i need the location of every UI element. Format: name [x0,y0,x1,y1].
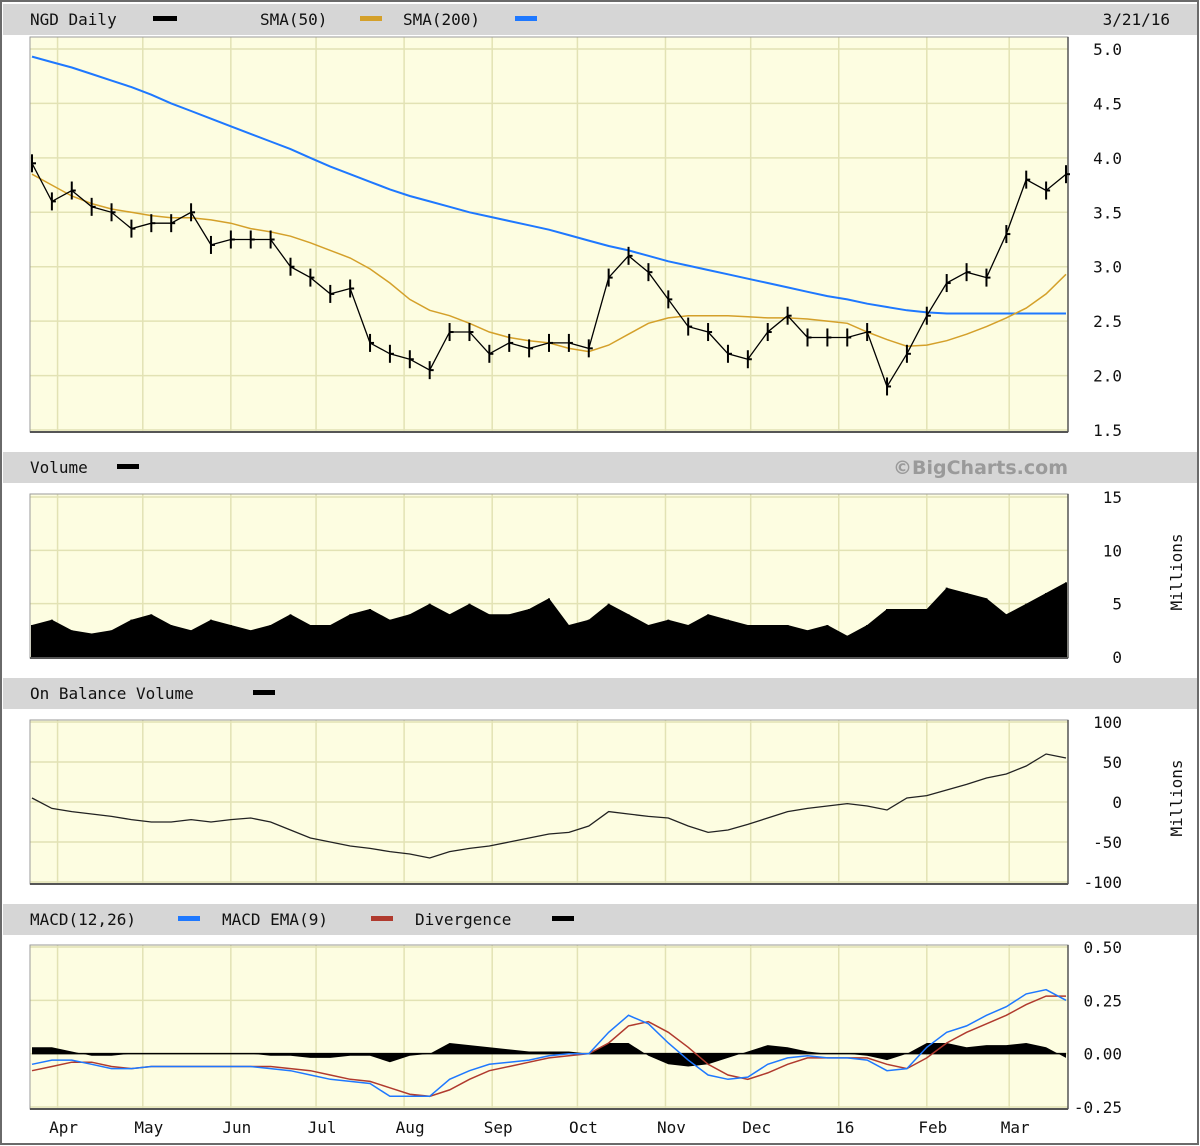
volume-panel: 15 10 5 0 [29,488,1122,667]
price-y-tick-label: 2.0 [1093,367,1122,386]
x-tick-label: Sep [484,1118,513,1137]
x-tick-label: Aug [396,1118,425,1137]
obv-legend-swatch [253,690,275,695]
x-tick-label: Feb [918,1118,947,1137]
symbol-label: NGD Daily [30,10,117,29]
chart-date: 3/21/16 [1103,10,1170,29]
x-tick-label: Dec [742,1118,771,1137]
price-plot-area [30,37,1068,432]
volume-units: Millions [1167,533,1186,610]
sma200-label: SMA(200) [403,10,480,29]
price-y-tick-label: 3.5 [1093,203,1122,222]
price-header-strip [3,4,1197,35]
price-y-tick-label: 1.5 [1093,421,1122,440]
price-y-tick-label: 2.5 [1093,312,1122,331]
x-tick-label: Jun [222,1118,251,1137]
x-tick-label: 16 [835,1118,854,1137]
watermark: ©BigCharts.com [893,457,1068,479]
price-y-tick-label: 5.0 [1093,40,1122,59]
obv-line [31,753,1067,859]
x-tick-label: Jul [308,1118,337,1137]
sma50-legend-swatch [360,16,382,21]
sma50-label: SMA(50) [260,10,327,29]
volume-header-strip [3,452,1197,483]
macd-header-strip [3,904,1197,935]
sma200-legend-swatch [515,16,537,21]
price-panel: 5.0 4.5 4.0 3.5 3.0 2.5 2.0 1.5 [29,36,1122,440]
x-tick-label: Nov [657,1118,686,1137]
macd-ema-legend-swatch [371,916,393,921]
x-tick-label: May [134,1118,163,1137]
macd-line [31,988,1067,1098]
volume-label: Volume [30,458,88,477]
obv-units: Millions [1167,759,1186,836]
volume-y-tick-label: 5 [1112,595,1122,614]
sma200-line [31,55,1066,315]
price-legend-swatch [153,16,177,21]
price-y-tick-label: 4.5 [1093,94,1122,113]
macd-y-tick-label: 0.25 [1083,991,1122,1010]
obv-label: On Balance Volume [30,684,194,703]
obv-y-tick-label: -50 [1093,833,1122,852]
macd-plot-area [30,945,1068,1109]
obv-y-tick-label: 50 [1103,753,1122,772]
macd-ema-label: MACD EMA(9) [222,910,328,929]
price-y-tick-label: 3.0 [1093,258,1122,277]
macd-label: MACD(12,26) [30,910,136,929]
x-tick-label: Apr [49,1118,78,1137]
obv-y-tick-label: -100 [1083,873,1122,892]
obv-y-tick-label: 100 [1093,713,1122,732]
macd-panel: 0.50 0.25 0.00 -0.25 [29,938,1122,1117]
obv-y-tick-label: 0 [1112,793,1122,812]
macd-legend-swatch [178,916,200,921]
macd-y-tick-label: 0.50 [1083,938,1122,957]
price-y-tick-label: 4.0 [1093,149,1122,168]
macd-y-tick-label: 0.00 [1083,1045,1122,1064]
volume-y-tick-label: 15 [1103,488,1122,507]
volume-y-tick-label: 0 [1112,648,1122,667]
macd-y-tick-label: -0.25 [1074,1098,1122,1117]
divergence-legend-swatch [552,916,574,921]
volume-legend-swatch [117,464,139,469]
plot-layers: 5.04.54.03.53.02.52.01.5151050100500-50-… [29,36,1122,1137]
x-tick-label: Oct [569,1118,598,1137]
obv-header-strip [3,678,1197,709]
divergence-histogram [32,1043,1066,1067]
obv-panel: 100 50 0 -50 -100 [29,713,1122,892]
volume-y-tick-label: 10 [1103,541,1122,560]
divergence-label: Divergence [415,910,511,929]
x-tick-label: Mar [1001,1118,1030,1137]
